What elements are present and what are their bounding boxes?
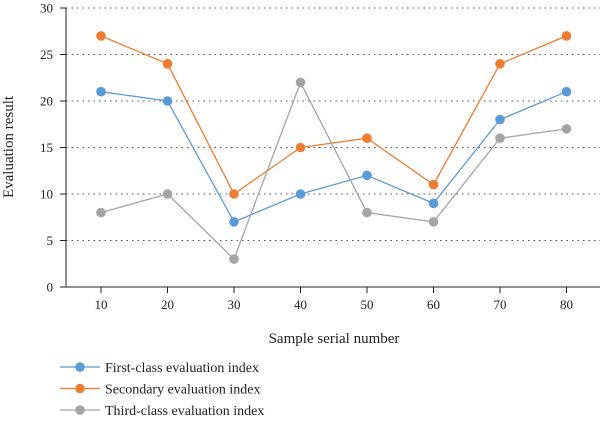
series-2 [96, 31, 572, 199]
y-tick-label: 10 [40, 187, 53, 202]
data-point [162, 96, 173, 106]
tick-labels: 0 5 10 15 20 25 30 10 20 30 40 50 60 70 80 [40, 1, 573, 313]
legend-label: First-class evaluation index [105, 361, 259, 376]
data-point [428, 198, 439, 209]
data-point [295, 142, 306, 153]
data-point [428, 179, 439, 190]
legend-item: Secondary evaluation index [60, 383, 261, 398]
x-tick-label: 50 [361, 297, 374, 312]
y-axis-title: Evaluation result [1, 95, 17, 198]
data-point [229, 189, 239, 199]
y-tick-label: 15 [40, 140, 53, 155]
x-tick-label: 20 [161, 297, 174, 312]
data-point [96, 207, 106, 218]
data-point [295, 77, 306, 88]
series-3 [96, 77, 572, 264]
y-tick-label: 25 [40, 47, 53, 62]
data-point [229, 217, 239, 227]
data-point [561, 86, 572, 97]
legend: First-class evaluation index Secondary ev… [60, 361, 264, 419]
data-point [229, 254, 239, 264]
x-tick-label: 60 [427, 297, 440, 312]
legend-label: Third-class evaluation index [105, 404, 264, 419]
data-point [428, 217, 439, 227]
x-tick-label: 80 [560, 297, 573, 312]
series-1 [96, 86, 572, 227]
series-line [100, 35, 567, 195]
data-point [561, 124, 572, 134]
data-point [96, 31, 106, 41]
data-point [162, 189, 173, 199]
y-tick-label: 20 [40, 94, 53, 109]
data-point [362, 133, 372, 143]
x-axis-title: Sample serial number [269, 331, 400, 347]
data-point [362, 207, 372, 218]
data-point [295, 189, 306, 199]
y-tick-label: 0 [47, 280, 54, 295]
y-tick-label: 30 [40, 1, 53, 16]
data-point [495, 59, 505, 69]
y-tick-label: 5 [47, 233, 54, 248]
x-tick-label: 10 [95, 297, 108, 312]
legend-item: Third-class evaluation index [60, 404, 264, 419]
x-tick-label: 40 [294, 297, 307, 312]
data-point [96, 86, 106, 97]
x-tick-label: 30 [228, 297, 241, 312]
legend-marker [75, 405, 85, 415]
legend-item: First-class evaluation index [60, 361, 259, 376]
legend-label: Secondary evaluation index [105, 383, 261, 398]
data-point [495, 114, 505, 125]
series-line [100, 80, 567, 261]
grid-lines [66, 7, 600, 241]
legend-marker [75, 383, 85, 394]
data-point [561, 31, 572, 41]
x-tick-label: 70 [494, 297, 507, 312]
data-point [495, 133, 505, 143]
series-line [100, 91, 567, 223]
series-layer [96, 31, 572, 264]
data-point [162, 59, 173, 69]
legend-marker [75, 362, 85, 372]
axes [60, 7, 600, 293]
data-point [362, 170, 372, 181]
